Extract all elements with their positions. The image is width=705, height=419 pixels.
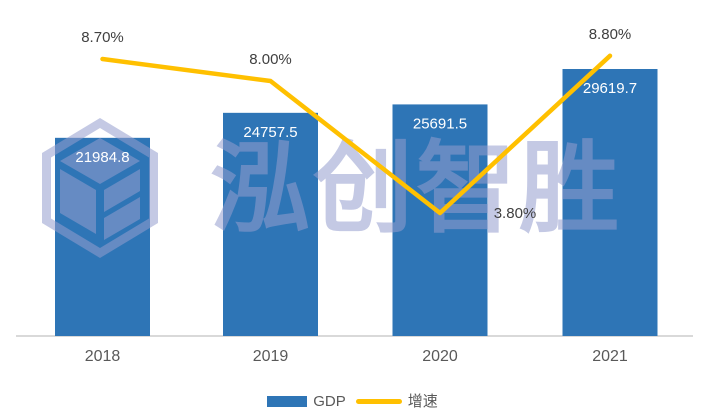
growth-value-label-2021: 8.80% [589,26,632,43]
growth-value-label-2020: 3.80% [494,205,537,222]
x-axis-labels-layer: 2018 2019 2020 2021 [85,348,628,365]
legend-gdp-label: GDP [313,392,346,410]
watermark-logo-cube-icon [60,138,140,240]
growth-value-label-2019: 8.00% [249,51,292,68]
x-axis-label-2020: 2020 [422,348,458,365]
gdp-bar-2020 [392,104,488,337]
watermark-text: 泓创智胜 [210,133,622,245]
x-axis-label-2019: 2019 [253,348,289,365]
line-layer [100,53,613,216]
gdp-bar-2021 [562,69,658,336]
gdp-value-label-2018: 21984.8 [75,149,129,166]
gdp-value-label-2020: 25691.5 [413,115,467,132]
gdp-value-label-2021: 29619.7 [583,80,637,97]
x-axis-label-2018: 2018 [85,348,121,365]
data-labels-layer: 21984.8 24757.5 25691.5 29619.7 8.70% 8.00% 3.… [75,26,637,222]
gdp-value-label-2019: 24757.5 [243,124,297,141]
legend-gdp-swatch [267,395,308,407]
legend: GDP 增速 [0,388,705,414]
legend-growth-swatch [355,398,402,404]
gdp-bar-2019 [223,112,318,336]
growth-value-label-2018: 8.70% [81,29,124,46]
watermark: 泓创智胜 [42,118,622,258]
legend-growth-label: 增速 [407,392,438,410]
x-axis-label-2021: 2021 [592,348,628,365]
growth-line [100,53,613,216]
